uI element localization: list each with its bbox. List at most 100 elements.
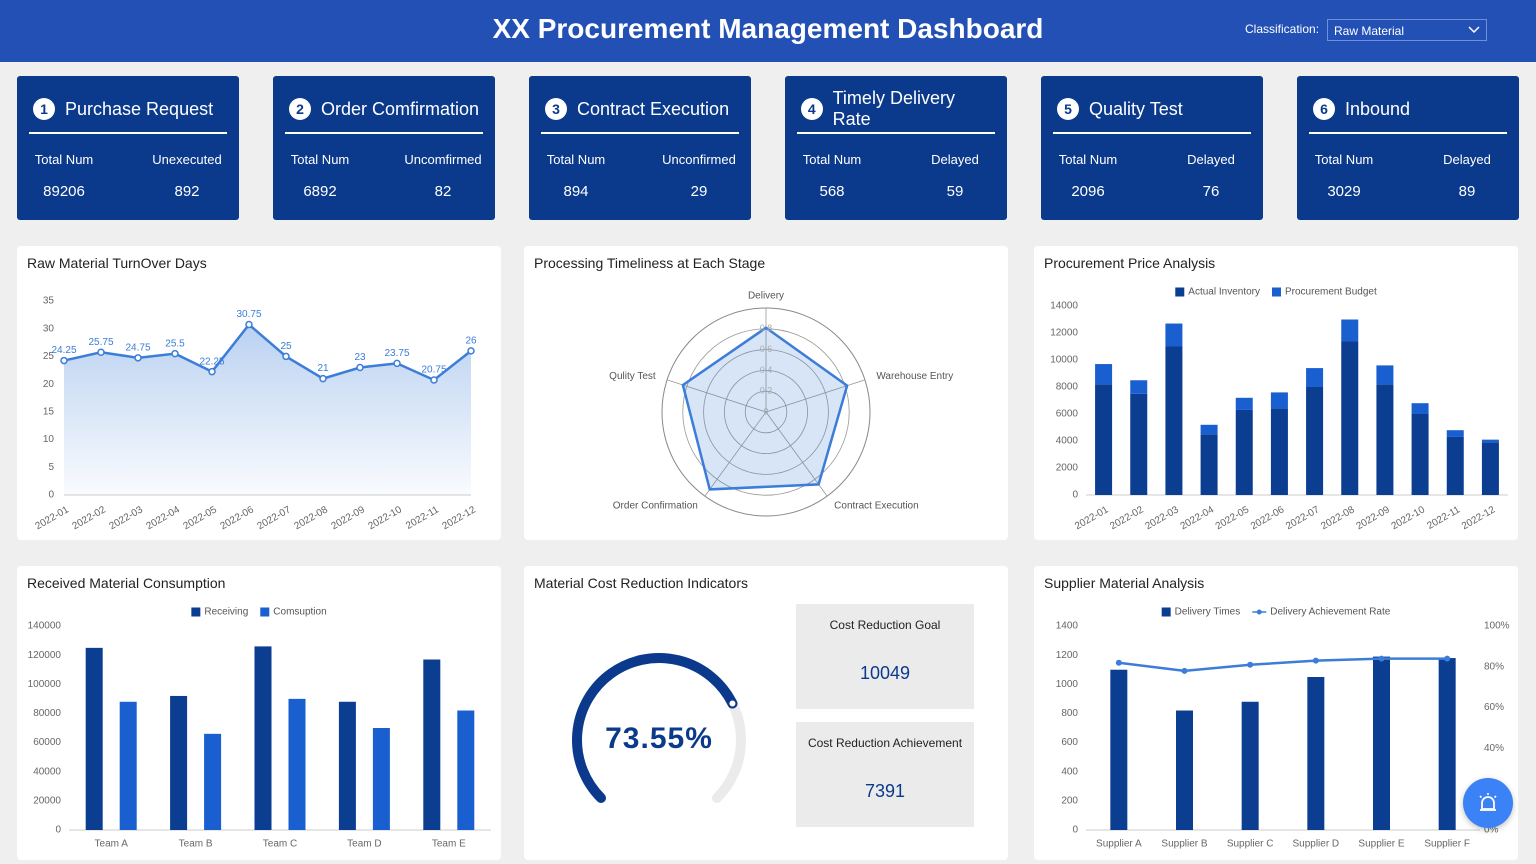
kpi-label: Total Num: [34, 152, 94, 167]
kpi-card: 3 Contract Execution Total Num 894 Unconfirm…: [529, 76, 751, 220]
legend: Receiving Comsuption: [191, 607, 327, 618]
x-tick-label: 2022-05: [182, 504, 220, 532]
line-point: [1247, 661, 1254, 668]
radar-tick-label: 0.4: [760, 365, 773, 375]
y-tick-label: 6000: [1056, 409, 1079, 420]
x-tick-label: Supplier F: [1424, 839, 1470, 850]
y-tick-label: 2000: [1056, 463, 1079, 474]
chart-panel: 02004006008001000120014000%20%40%60%80%1…: [1034, 566, 1518, 860]
y-tick-label: 60000: [33, 737, 61, 748]
kpi-title: Order Comfirmation: [321, 98, 480, 119]
bar-segment: [1130, 380, 1148, 394]
chart: 02004006008001000120014000%20%40%60%80%1…: [1056, 607, 1510, 850]
legend-label: Delivery Achievement Rate: [1270, 607, 1390, 618]
bar: [1241, 701, 1259, 830]
kpi-column: Total Num 3029: [1289, 152, 1399, 200]
kpi-label: Delayed: [931, 152, 979, 167]
legend-label: Delivery Times: [1175, 607, 1241, 618]
radar-tick-label: 0.2: [760, 386, 773, 396]
bar-segment: [1235, 409, 1253, 495]
x-tick-label: 2022-06: [219, 504, 257, 532]
gauge-value: 73.55%: [605, 722, 713, 755]
y-tick-label: 4000: [1056, 436, 1079, 447]
x-tick-label: Team E: [432, 839, 466, 850]
data-label: 20.75: [421, 365, 446, 376]
line-point: [1444, 655, 1451, 662]
bar-segment: [1376, 365, 1394, 385]
y-tick-label: 60%: [1484, 702, 1504, 713]
radar-tick-label: 0: [763, 406, 768, 416]
bar: [1176, 710, 1193, 830]
chart-title: Processing Timeliness at Each Stage: [534, 255, 766, 271]
kpi-value: 59: [946, 183, 964, 200]
chart-panel: 73.55% Cost Reduction Goal 10049 Cost Reduc…: [524, 566, 1008, 860]
line: [1118, 657, 1448, 673]
x-tick-label: 2022-04: [145, 504, 183, 532]
kpi-column: Delayed 59: [900, 152, 1010, 200]
line-point: [1312, 657, 1319, 664]
chart-panel: Delivery Warehouse Entry Contract Executio…: [524, 246, 1008, 540]
kpi-label: Total Num: [1058, 152, 1118, 167]
kpi-label: Delayed: [1187, 152, 1235, 167]
chart-title: Supplier Material Analysis: [1044, 575, 1205, 591]
x-tick-label: 2022-11: [404, 504, 441, 532]
bar-segment: [1165, 346, 1183, 495]
legend-swatch: [1161, 607, 1171, 617]
data-label: 30.75: [236, 309, 261, 320]
classification-dropdown[interactable]: Raw Material: [1327, 19, 1487, 41]
kpi-value: 6892: [303, 183, 337, 200]
indicator-label: Cost Reduction Achievement: [808, 736, 963, 750]
chart-title: Material Cost Reduction Indicators: [534, 575, 748, 591]
indicator-label: Warehouse Entry: [876, 371, 953, 382]
radar-spoke: [704, 411, 767, 497]
bar-segment: [1306, 387, 1324, 495]
y-tick-label: 120000: [28, 650, 62, 661]
kpi-number: 6: [1313, 98, 1335, 120]
chart: 0 20000 40000 60000 80000 100000 120000 140000 R…: [28, 607, 491, 850]
bar-segment: [1130, 393, 1148, 495]
kpi-card: 4 Timely Delivery Rate Total Num 568 Delayed…: [785, 76, 1007, 220]
point: [208, 367, 216, 376]
legend-label: Comsuption: [273, 607, 326, 618]
point: [134, 354, 142, 362]
point: [356, 363, 364, 372]
gauge-progress: [572, 653, 738, 803]
point: [467, 347, 475, 355]
bar-segment: [1200, 434, 1218, 495]
chart-title: Raw Material TurnOver Days: [27, 255, 207, 271]
legend-marker: [1256, 609, 1262, 615]
alarm-button[interactable]: [1463, 778, 1513, 828]
y-tick-label: 40%: [1484, 743, 1504, 754]
bar-segment: [1270, 408, 1288, 495]
kpi-label: Total Num: [802, 152, 862, 167]
y-tick-label: 14000: [1050, 301, 1078, 312]
bar-segment: [1270, 392, 1288, 409]
kpi-value: 76: [1202, 183, 1220, 200]
legend-swatch: [1272, 287, 1281, 297]
y-tick-label: 10000: [1050, 355, 1078, 366]
y-tick-label: 400: [1061, 766, 1078, 777]
kpi-header: 1 Purchase Request: [29, 86, 227, 134]
legend: Actual Inventory Procurement Budget: [1175, 287, 1377, 298]
point: [60, 356, 68, 365]
x-tick-label: 2022-07: [1284, 504, 1322, 532]
indicator-value: 7391: [865, 781, 905, 801]
legend-label: Receiving: [204, 607, 248, 618]
bar-segment: [1095, 364, 1113, 385]
radar-spoke: [765, 411, 828, 497]
data-label: 25: [280, 341, 292, 352]
indicator-label: Delivery: [748, 291, 784, 302]
line-point: [1115, 659, 1122, 666]
indicator-card: [796, 722, 974, 827]
x-tick-label: 2022-02: [1108, 504, 1146, 532]
chart: 73.55% Cost Reduction Goal 10049 Cost Reduc…: [572, 604, 974, 827]
y-tick-label: 0: [1072, 825, 1078, 836]
dashboard-title: XX Procurement Management Dashboard: [492, 13, 1044, 44]
bar-segment: [1341, 319, 1359, 342]
bar-segment: [1411, 414, 1429, 495]
line-point: [1378, 655, 1385, 662]
chevron-icon: [1468, 26, 1480, 34]
y-tick-label: 20: [43, 379, 55, 390]
bar: [119, 701, 137, 830]
x-tick-label: Team D: [347, 839, 381, 850]
